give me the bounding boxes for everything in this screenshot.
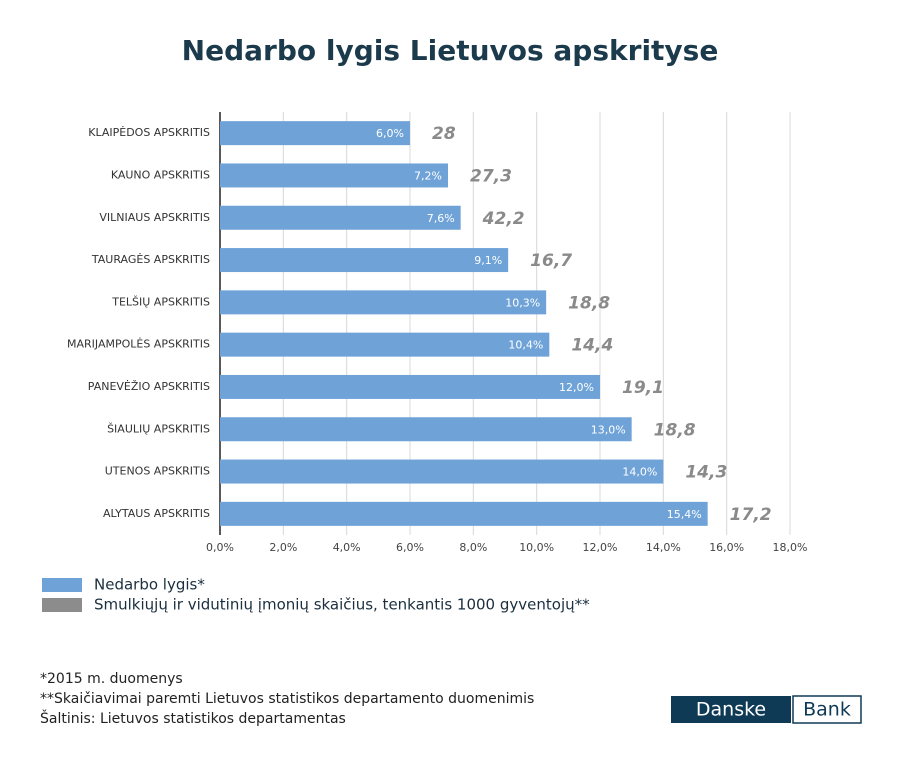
y-tick-label: ALYTAUS APSKRITIS bbox=[103, 507, 210, 520]
x-tick-label: 0,0% bbox=[206, 541, 234, 554]
legend-swatch bbox=[42, 578, 82, 592]
secondary-value-label: 16,7 bbox=[530, 251, 572, 271]
bar-value-label: 12,0% bbox=[559, 381, 594, 394]
bar bbox=[220, 374, 600, 399]
x-tick-label: 18,0% bbox=[773, 541, 808, 554]
bar-value-label: 7,6% bbox=[427, 212, 455, 225]
secondary-value-label: 14,4 bbox=[571, 336, 613, 356]
y-tick-label: TAURAGĖS APSKRITIS bbox=[91, 253, 210, 266]
logo-box bbox=[671, 696, 791, 723]
y-tick-label: ŠIAULIŲ APSKRITIS bbox=[107, 422, 210, 435]
logo-text: Danske bbox=[696, 699, 766, 721]
secondary-value-label: 28 bbox=[432, 124, 456, 144]
bar bbox=[220, 290, 547, 315]
x-tick-label: 14,0% bbox=[646, 541, 681, 554]
x-tick-label: 4,0% bbox=[333, 541, 361, 554]
bar-value-label: 13,0% bbox=[591, 423, 626, 436]
chart-title: Nedarbo lygis Lietuvos apskrityse bbox=[182, 34, 719, 67]
logo-box bbox=[792, 695, 862, 724]
bar bbox=[220, 121, 410, 146]
y-tick-label: VILNIAUS APSKRITIS bbox=[99, 211, 210, 224]
secondary-value-label: 17,2 bbox=[730, 505, 772, 525]
legend-label: Nedarbo lygis* bbox=[94, 576, 205, 594]
secondary-value-label: 18,8 bbox=[568, 293, 610, 313]
logo-text: Bank bbox=[803, 699, 851, 721]
legend-label: Smulkiųjų ir vidutinių įmonių skaičius, … bbox=[94, 596, 590, 614]
y-tick-label: TELŠIŲ APSKRITIS bbox=[111, 295, 210, 308]
y-tick-label: MARIJAMPOLĖS APSKRITIS bbox=[67, 338, 210, 351]
legend-swatch bbox=[42, 598, 82, 612]
bar-value-label: 7,2% bbox=[414, 169, 442, 182]
secondary-value-label: 19,1 bbox=[622, 378, 664, 398]
x-tick-label: 6,0% bbox=[396, 541, 424, 554]
y-tick-label: KLAIPĖDOS APSKRITIS bbox=[88, 126, 210, 139]
x-tick-label: 8,0% bbox=[459, 541, 487, 554]
x-tick-label: 2,0% bbox=[269, 541, 297, 554]
y-tick-label: UTENOS APSKRITIS bbox=[105, 465, 210, 478]
bar bbox=[220, 417, 632, 442]
footnote: **Skaičiavimai paremti Lietuvos statisti… bbox=[40, 691, 534, 707]
bar-value-label: 10,3% bbox=[505, 296, 540, 309]
bar bbox=[220, 248, 509, 273]
bar bbox=[220, 205, 461, 230]
x-tick-label: 12,0% bbox=[583, 541, 618, 554]
x-tick-label: 10,0% bbox=[519, 541, 554, 554]
x-tick-label: 16,0% bbox=[709, 541, 744, 554]
bar bbox=[220, 163, 448, 188]
bar-value-label: 10,4% bbox=[508, 339, 543, 352]
bar bbox=[220, 332, 550, 357]
footnote: *2015 m. duomenys bbox=[40, 671, 183, 687]
bar bbox=[220, 459, 664, 484]
footnote: Šaltinis: Lietuvos statistikos departame… bbox=[40, 709, 346, 727]
secondary-value-label: 18,8 bbox=[654, 420, 696, 440]
bar-value-label: 14,0% bbox=[622, 466, 657, 479]
secondary-value-label: 42,2 bbox=[482, 209, 525, 229]
y-tick-label: PANEVĖŽIO APSKRITIS bbox=[88, 380, 210, 393]
bar-value-label: 6,0% bbox=[376, 127, 404, 140]
bar bbox=[220, 501, 708, 526]
y-tick-label: KAUNO APSKRITIS bbox=[111, 168, 210, 181]
bar-value-label: 9,1% bbox=[474, 254, 502, 267]
secondary-value-label: 14,3 bbox=[685, 463, 727, 483]
secondary-value-label: 27,3 bbox=[470, 166, 512, 186]
bar-value-label: 15,4% bbox=[667, 508, 702, 521]
